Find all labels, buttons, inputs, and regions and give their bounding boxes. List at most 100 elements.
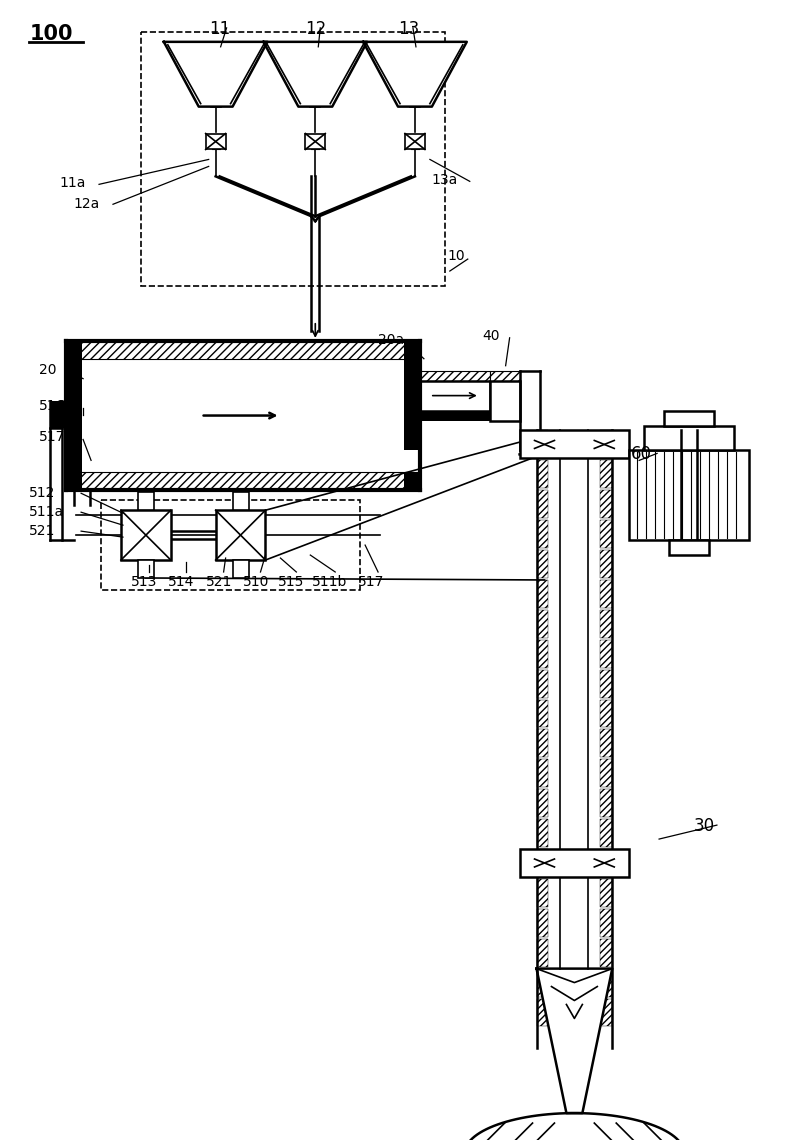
Bar xyxy=(138,560,154,578)
Bar xyxy=(420,371,490,380)
Bar xyxy=(404,340,420,450)
Text: 514: 514 xyxy=(168,574,194,589)
Bar xyxy=(600,909,612,936)
Bar xyxy=(600,431,612,458)
Bar xyxy=(216,510,266,560)
Text: 11: 11 xyxy=(209,19,230,38)
Bar xyxy=(600,580,612,608)
Bar xyxy=(664,411,714,426)
Bar xyxy=(537,879,549,907)
Text: 511b: 511b xyxy=(312,574,348,589)
Bar xyxy=(405,134,425,150)
Text: 13: 13 xyxy=(398,19,419,38)
Polygon shape xyxy=(164,42,267,106)
Bar xyxy=(537,968,549,997)
Bar xyxy=(537,640,549,668)
Bar xyxy=(600,819,612,847)
Text: 517: 517 xyxy=(358,574,385,589)
Bar xyxy=(537,610,549,637)
Text: 60: 60 xyxy=(631,445,652,464)
Polygon shape xyxy=(363,42,466,106)
Bar xyxy=(50,401,72,428)
Bar xyxy=(537,431,549,458)
Bar xyxy=(600,610,612,637)
Bar xyxy=(600,730,612,757)
Bar xyxy=(138,492,154,510)
Bar xyxy=(600,789,612,818)
Bar xyxy=(101,500,360,590)
Text: 521: 521 xyxy=(30,524,56,538)
Polygon shape xyxy=(263,42,367,106)
Bar xyxy=(537,580,549,608)
Text: 30: 30 xyxy=(694,818,715,835)
Text: 13a: 13a xyxy=(432,174,458,187)
Bar xyxy=(537,460,549,489)
Bar xyxy=(519,849,558,877)
Bar xyxy=(537,998,549,1027)
Text: 12: 12 xyxy=(306,19,326,38)
Text: 10: 10 xyxy=(448,249,466,263)
Bar xyxy=(600,460,612,489)
Text: 516: 516 xyxy=(39,399,66,412)
Text: 521: 521 xyxy=(206,574,232,589)
Bar xyxy=(233,560,249,578)
Bar xyxy=(600,879,612,907)
Bar xyxy=(66,473,420,490)
Text: 510: 510 xyxy=(242,574,269,589)
Bar xyxy=(537,939,549,966)
Bar xyxy=(121,510,170,560)
Bar xyxy=(66,340,420,359)
Bar xyxy=(590,849,630,877)
Bar xyxy=(537,819,549,847)
Bar xyxy=(537,490,549,518)
Bar xyxy=(644,426,734,450)
Bar xyxy=(600,939,612,966)
Text: 517: 517 xyxy=(39,431,66,444)
Text: 12a: 12a xyxy=(73,198,99,211)
Bar xyxy=(600,759,612,787)
Bar xyxy=(490,371,519,380)
Bar xyxy=(537,669,549,698)
Bar xyxy=(630,450,749,540)
Bar xyxy=(600,640,612,668)
Text: 512: 512 xyxy=(30,486,56,500)
Bar xyxy=(306,134,326,150)
Text: 11a: 11a xyxy=(59,176,86,191)
Bar xyxy=(537,759,549,787)
Bar xyxy=(519,849,630,877)
Bar xyxy=(537,849,549,877)
Polygon shape xyxy=(537,968,612,1113)
Text: 511a: 511a xyxy=(30,505,65,520)
Bar xyxy=(537,730,549,757)
Text: 515: 515 xyxy=(278,574,305,589)
Bar xyxy=(420,380,490,411)
Bar xyxy=(590,431,630,458)
Text: 20: 20 xyxy=(39,363,57,377)
Bar xyxy=(537,520,549,548)
Bar xyxy=(490,380,519,420)
Bar xyxy=(420,411,490,420)
Bar xyxy=(600,700,612,727)
Text: 20a: 20a xyxy=(378,332,404,347)
Bar xyxy=(600,968,612,997)
Bar xyxy=(537,700,549,727)
Bar xyxy=(669,540,709,555)
Bar xyxy=(600,669,612,698)
Bar xyxy=(141,32,445,286)
Bar xyxy=(206,134,226,150)
Bar xyxy=(404,473,420,490)
Bar xyxy=(537,909,549,936)
Bar xyxy=(537,550,549,578)
Text: 40: 40 xyxy=(482,329,500,343)
Bar xyxy=(519,431,630,458)
Bar xyxy=(600,520,612,548)
Bar xyxy=(537,789,549,818)
Bar xyxy=(600,490,612,518)
Text: 100: 100 xyxy=(30,24,73,43)
Bar xyxy=(66,340,82,490)
Bar xyxy=(233,492,249,510)
Bar xyxy=(600,998,612,1027)
Bar xyxy=(519,431,558,458)
Text: 513: 513 xyxy=(131,574,158,589)
Bar xyxy=(600,550,612,578)
